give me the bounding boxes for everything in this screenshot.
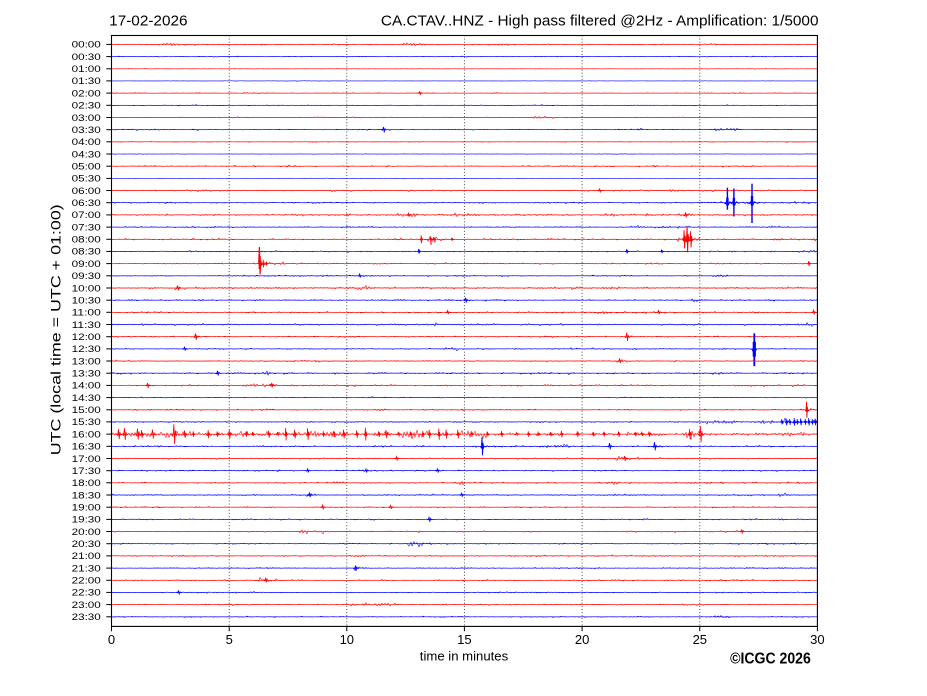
svg-text:18:00: 18:00: [72, 478, 101, 489]
svg-text:14:30: 14:30: [72, 393, 101, 404]
svg-text:08:30: 08:30: [72, 247, 101, 258]
svg-text:20:00: 20:00: [72, 527, 101, 538]
svg-text:05:30: 05:30: [72, 174, 101, 185]
svg-text:21:30: 21:30: [72, 563, 101, 574]
svg-text:15: 15: [457, 632, 471, 647]
svg-text:©ICGC 2026: ©ICGC 2026: [730, 650, 811, 667]
svg-text:21:00: 21:00: [72, 551, 101, 562]
svg-text:05:00: 05:00: [72, 162, 101, 173]
svg-text:00:00: 00:00: [72, 40, 101, 51]
svg-text:20: 20: [575, 632, 589, 647]
svg-text:22:30: 22:30: [72, 588, 101, 599]
svg-text:03:30: 03:30: [72, 125, 101, 136]
svg-text:17-02-2026: 17-02-2026: [109, 14, 187, 30]
svg-text:UTC (local time = UTC + 01:00): UTC (local time = UTC + 01:00): [47, 204, 63, 455]
svg-text:01:30: 01:30: [72, 76, 101, 87]
svg-text:15:30: 15:30: [72, 417, 101, 428]
svg-text:06:30: 06:30: [72, 198, 101, 209]
svg-text:CA.CTAV..HNZ - High pass filte: CA.CTAV..HNZ - High pass filtered @2Hz -…: [381, 14, 819, 30]
svg-text:08:00: 08:00: [72, 235, 101, 246]
svg-text:07:30: 07:30: [72, 222, 101, 233]
svg-text:12:00: 12:00: [72, 332, 101, 343]
svg-text:23:00: 23:00: [72, 600, 101, 611]
svg-text:12:30: 12:30: [72, 344, 101, 355]
svg-text:04:00: 04:00: [72, 137, 101, 148]
svg-text:19:30: 19:30: [72, 515, 101, 526]
svg-text:20:30: 20:30: [72, 539, 101, 550]
svg-text:10: 10: [340, 632, 354, 647]
svg-text:09:00: 09:00: [72, 259, 101, 270]
svg-text:11:30: 11:30: [72, 320, 101, 331]
svg-text:15:00: 15:00: [72, 405, 101, 416]
svg-text:10:00: 10:00: [72, 283, 101, 294]
svg-text:time in minutes: time in minutes: [420, 649, 509, 664]
svg-text:0: 0: [108, 632, 115, 647]
svg-text:03:00: 03:00: [72, 113, 101, 124]
svg-text:22:00: 22:00: [72, 576, 101, 587]
svg-text:14:00: 14:00: [72, 381, 101, 392]
svg-text:17:30: 17:30: [72, 466, 101, 477]
svg-text:00:30: 00:30: [72, 52, 101, 63]
svg-text:01:00: 01:00: [72, 64, 101, 75]
svg-text:07:00: 07:00: [72, 210, 101, 221]
svg-text:02:00: 02:00: [72, 88, 101, 99]
svg-text:23:30: 23:30: [72, 612, 101, 623]
svg-text:09:30: 09:30: [72, 271, 101, 282]
svg-text:04:30: 04:30: [72, 149, 101, 160]
svg-text:30: 30: [810, 632, 824, 647]
svg-text:17:00: 17:00: [72, 454, 101, 465]
svg-text:10:30: 10:30: [72, 296, 101, 307]
svg-text:16:30: 16:30: [72, 442, 101, 453]
svg-text:11:00: 11:00: [72, 308, 101, 319]
svg-text:02:30: 02:30: [72, 101, 101, 112]
svg-text:19:00: 19:00: [72, 503, 101, 514]
svg-text:06:00: 06:00: [72, 186, 101, 197]
svg-text:13:00: 13:00: [72, 356, 101, 367]
svg-text:25: 25: [693, 632, 707, 647]
svg-text:13:30: 13:30: [72, 369, 101, 380]
svg-text:18:30: 18:30: [72, 490, 101, 501]
svg-text:5: 5: [226, 632, 233, 647]
svg-text:16:00: 16:00: [72, 429, 101, 440]
